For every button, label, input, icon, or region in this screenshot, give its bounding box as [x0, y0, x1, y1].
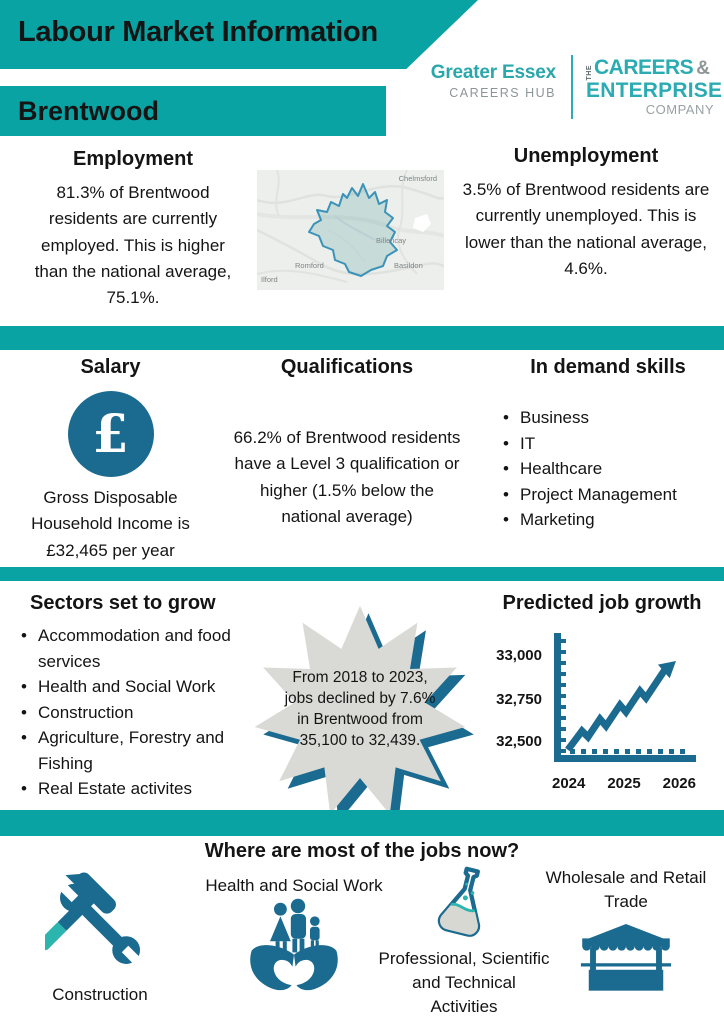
map-label-romford: Romford: [295, 261, 324, 270]
job-label-wholesale-retail: Wholesale and Retail Trade: [545, 868, 707, 911]
y-tick-label: 32,500: [496, 733, 542, 750]
job-item-construction: Construction: [30, 870, 170, 1007]
qualifications-heading: Qualifications: [280, 356, 414, 378]
x-axis-labels: 2024 2025 2026: [548, 775, 700, 792]
brentwood-district-outline: [308, 183, 398, 277]
title-banner: Labour Market Information: [0, 0, 478, 69]
list-item: IT: [496, 431, 720, 457]
x-tick-label: 2024: [552, 775, 586, 792]
cec-logo-careers: CAREERS: [594, 56, 694, 79]
map-graphic: [257, 170, 444, 290]
growth-arrow-chart-icon: [554, 633, 696, 762]
unemployment-section: Unemployment 3.5% of Brentwood residents…: [458, 145, 714, 282]
hub-logo-name: Greater Essex: [430, 62, 556, 83]
job-item-wholesale-retail: Wholesale and Retail Trade: [534, 866, 718, 1001]
list-item: Real Estate activites: [14, 776, 262, 802]
job-item-professional-scientific: Professional, Scientific and Technical A…: [378, 862, 550, 1018]
map-label-chelmsford: Chelmsford: [398, 174, 437, 183]
employment-heading: Employment: [72, 148, 194, 170]
sectors-list: Accommodation and food services Health a…: [14, 623, 262, 802]
flask-icon: [437, 866, 481, 937]
region-banner: Brentwood: [0, 86, 386, 136]
job-label-construction: Construction: [52, 985, 148, 1004]
jobs-decline-text: From 2018 to 2023, jobs declined by 7.6%…: [284, 669, 436, 749]
employment-text: 81.3% of Brentwood residents are current…: [34, 183, 232, 308]
section-divider: [0, 567, 724, 581]
employment-section: Employment 81.3% of Brentwood residents …: [24, 148, 242, 312]
page-title: Labour Market Information: [18, 16, 378, 48]
list-item: Project Management: [496, 482, 720, 508]
job-label-professional-scientific: Professional, Scientific and Technical A…: [378, 949, 550, 1016]
job-label-health-social-work: Health and Social Work: [205, 876, 383, 895]
pound-sign-icon: £: [67, 391, 154, 477]
list-item: Marketing: [496, 507, 720, 533]
cec-logo-enterprise: ENTERPRISE: [586, 79, 723, 102]
starburst-icon: [254, 605, 474, 822]
careers-hub-logo: Greater Essex CAREERS HUB: [418, 62, 556, 100]
y-tick-label: 33,000: [496, 647, 542, 664]
section-divider: [0, 326, 724, 350]
qualifications-section: Qualifications 66.2% of Brentwood reside…: [228, 356, 466, 530]
list-item: Health and Social Work: [14, 674, 262, 700]
cec-logo-ampersand: &: [696, 58, 710, 79]
jobs-now-heading: Where are most of the jobs now?: [204, 840, 520, 862]
x-tick-label: 2026: [662, 775, 696, 792]
skills-list: Business IT Healthcare Project Managemen…: [496, 405, 720, 533]
cec-logo-company: COMPANY: [645, 102, 714, 117]
sectors-section: Sectors set to grow Accommodation and fo…: [14, 592, 262, 802]
sectors-heading: Sectors set to grow: [30, 592, 216, 614]
list-item: Construction: [14, 700, 262, 726]
section-divider: [0, 810, 724, 836]
careers-enterprise-logo: THE CAREERS & ENTERPRISE COMPANY: [586, 56, 723, 117]
list-item: Accommodation and food services: [14, 623, 262, 674]
unemployment-heading: Unemployment: [513, 145, 659, 167]
chart-title: Predicted job growth: [502, 592, 702, 614]
list-item: Business: [496, 405, 720, 431]
list-item: Healthcare: [496, 456, 720, 482]
qualifications-text: 66.2% of Brentwood residents have a Leve…: [233, 428, 461, 527]
pound-symbol: £: [92, 403, 129, 465]
salary-text: Gross Disposable Household Income is £32…: [31, 488, 190, 560]
cec-logo-the: THE: [586, 64, 593, 81]
unemployment-text: 3.5% of Brentwood residents are currentl…: [462, 180, 710, 279]
map-label-basildon: Basildon: [394, 261, 423, 270]
logo-divider: [571, 55, 573, 119]
predicted-job-growth-section: Predicted job growth 33,000 32,750 32,50…: [482, 592, 722, 803]
list-item: Agriculture, Forestry and Fishing: [14, 725, 262, 776]
hub-logo-subtitle: CAREERS HUB: [449, 86, 556, 100]
map-label-billericay: Billericay: [376, 236, 407, 245]
brentwood-map: Chelmsford Billericay Romford Basildon I…: [257, 170, 444, 290]
x-tick-label: 2025: [607, 775, 641, 792]
job-item-health-social-work: Health and Social Work: [196, 874, 392, 999]
job-growth-chart: 33,000 32,750 32,500: [482, 627, 722, 803]
jobs-decline-callout: From 2018 to 2023, jobs declined by 7.6%…: [243, 594, 477, 826]
in-demand-skills-section: In demand skills Business IT Healthcare …: [496, 356, 720, 533]
region-title: Brentwood: [18, 96, 159, 126]
map-label-ilford: Ilford: [261, 275, 278, 284]
skills-heading: In demand skills: [530, 356, 686, 378]
hammer-wrench-icon: [38, 872, 142, 966]
market-stall-icon: [580, 923, 672, 991]
y-tick-label: 32,750: [496, 691, 542, 708]
salary-section: Salary £ Gross Disposable Household Inco…: [18, 356, 203, 564]
hands-family-icon: [250, 898, 338, 990]
salary-heading: Salary: [80, 356, 141, 378]
